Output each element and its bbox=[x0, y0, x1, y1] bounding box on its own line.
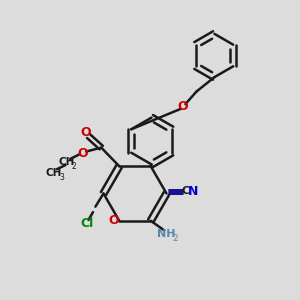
Text: 2: 2 bbox=[172, 234, 178, 243]
Text: C: C bbox=[182, 186, 190, 197]
Text: O: O bbox=[178, 100, 188, 113]
Text: N: N bbox=[188, 185, 198, 198]
Text: O: O bbox=[77, 146, 88, 160]
Text: CH: CH bbox=[46, 168, 62, 178]
Text: Cl: Cl bbox=[80, 217, 94, 230]
Text: CH: CH bbox=[58, 157, 75, 167]
Text: NH: NH bbox=[158, 229, 176, 239]
Text: O: O bbox=[108, 214, 119, 227]
Text: 3: 3 bbox=[59, 172, 64, 182]
Text: 2: 2 bbox=[72, 162, 76, 171]
Text: O: O bbox=[80, 126, 91, 139]
